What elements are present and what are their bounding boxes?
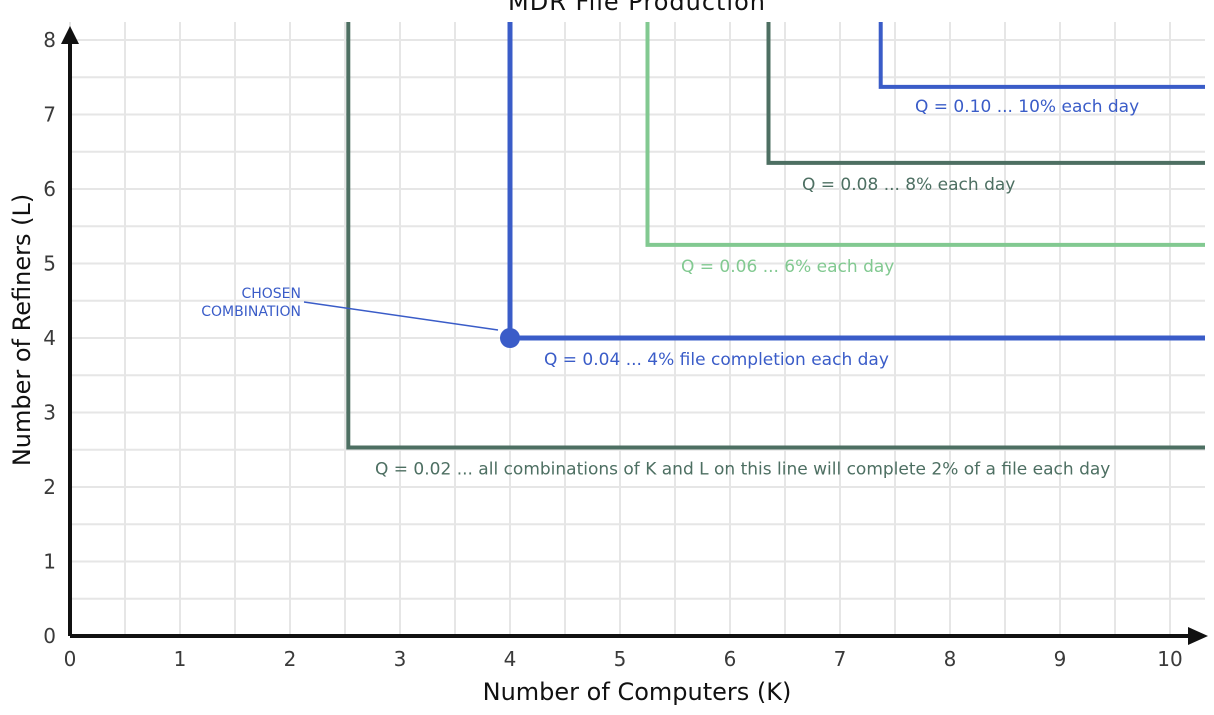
isoquant-labels: Q = 0.02 ... all combinations of K and L… [375,97,1139,480]
grid [69,22,1205,637]
y-tick-label: 0 [43,624,56,648]
isoquant-line [766,22,1205,165]
y-tick-label: 7 [43,103,56,127]
x-tick-label: 2 [284,647,297,671]
x-axis-arrow [1188,627,1208,645]
x-tick-label: 5 [614,647,627,671]
x-axis-label: Number of Computers (K) [483,678,792,706]
x-tick-label: 4 [504,647,517,671]
isoquant-label: Q = 0.02 ... all combinations of K and L… [375,460,1110,480]
axes [61,26,1208,645]
x-tick-label: 0 [64,647,77,671]
y-tick-labels: 0 1 2 3 4 5 6 7 8 [43,28,56,648]
y-tick-label: 2 [43,475,56,499]
isoquant-lines [346,22,1205,450]
x-tick-label: 6 [724,647,737,671]
chart-title: MDR File Production [508,0,766,16]
isoquant-label: Q = 0.08 ... 8% each day [802,175,1015,195]
x-tick-labels: 0 1 2 3 4 5 6 7 8 9 10 [64,647,1183,671]
x-tick-label: 9 [1054,647,1067,671]
chosen-combination-point [500,328,520,348]
isoquant-label: Q = 0.10 ... 10% each day [915,97,1139,117]
y-tick-label: 5 [43,252,56,276]
isoquant-line [346,22,1205,450]
x-tick-label: 10 [1157,647,1182,671]
chosen-combination-annotation: CHOSEN COMBINATION [201,286,520,348]
y-tick-label: 3 [43,401,56,425]
y-tick-label: 6 [43,177,56,201]
isoquant-label: Q = 0.06 ... 6% each day [681,257,894,277]
x-tick-label: 3 [394,647,407,671]
y-tick-label: 4 [43,326,56,350]
x-tick-label: 8 [944,647,957,671]
y-tick-label: 1 [43,550,56,574]
isoquant-line [878,22,1205,89]
annotation-leader-line [303,301,499,331]
isoquant-line [645,22,1205,247]
y-axis-label: Number of Refiners (L) [8,194,36,466]
isoquant-label: Q = 0.04 ... 4% file completion each day [544,350,889,370]
y-axis-arrow [61,26,79,44]
annotation-label-line: CHOSEN [241,286,301,302]
x-tick-label: 1 [174,647,187,671]
y-tick-label: 8 [43,28,56,52]
annotation-label-line: COMBINATION [201,304,301,320]
x-tick-label: 7 [834,647,847,671]
